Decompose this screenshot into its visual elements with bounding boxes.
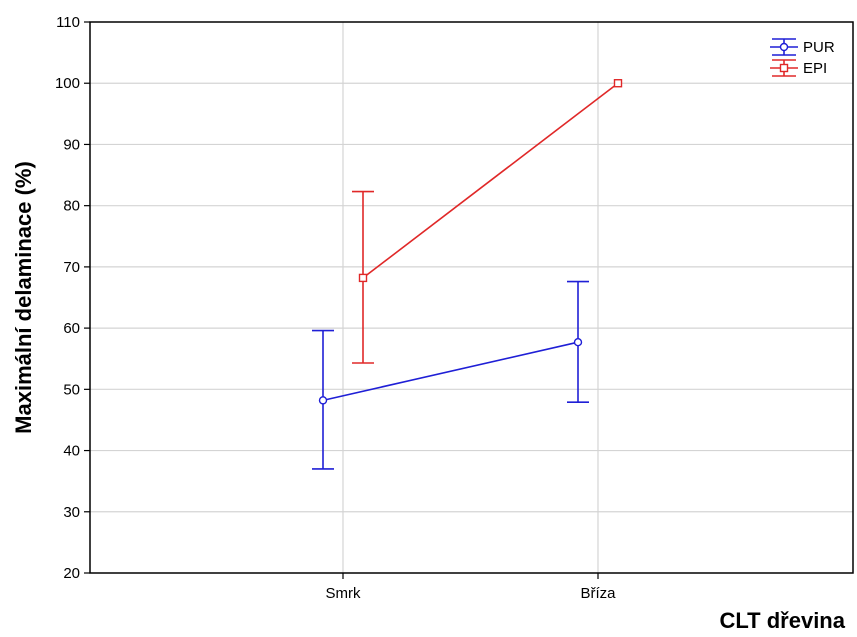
plot-frame: [89, 21, 854, 574]
legend-label: EPI: [803, 60, 827, 77]
y-axis-ticks: 20 30 40 50 60 70 80 90 100 110: [55, 14, 90, 582]
y-tick-label: 80: [63, 198, 80, 215]
series-line: [362, 82, 619, 279]
legend-marker: [779, 42, 789, 52]
y-tick-label: 90: [63, 136, 80, 153]
series-layer: [312, 79, 623, 470]
y-tick-label: 60: [63, 320, 80, 337]
y-tick-label: 110: [56, 14, 80, 31]
y-tick-label: 100: [55, 75, 80, 92]
y-axis-label: Maximální delaminace (%): [11, 161, 36, 434]
x-tick-label: Smrk: [326, 585, 361, 602]
x-axis-ticks: Smrk Bříza: [326, 573, 616, 602]
legend-item-epi: EPI: [770, 59, 827, 77]
y-tick-label: 40: [63, 443, 80, 460]
y-tick-label: 20: [63, 565, 80, 582]
legend-item-pur: PUR: [770, 38, 835, 56]
x-axis-label: CLT dřevina: [719, 608, 845, 633]
legend: PUR EPI: [770, 38, 835, 77]
series-line: [322, 341, 579, 402]
grid-lines: [90, 22, 853, 573]
y-tick-label: 70: [63, 259, 80, 276]
data-point: [358, 273, 368, 283]
series-pur: [312, 280, 589, 470]
y-tick-label: 50: [63, 381, 80, 398]
data-point: [318, 396, 328, 405]
x-tick-label: Bříza: [580, 585, 616, 602]
data-point: [573, 337, 583, 347]
series-epi: [352, 79, 623, 364]
data-point: [613, 79, 623, 88]
legend-label: PUR: [803, 39, 835, 56]
y-tick-label: 30: [63, 504, 80, 521]
legend-marker: [779, 63, 789, 73]
